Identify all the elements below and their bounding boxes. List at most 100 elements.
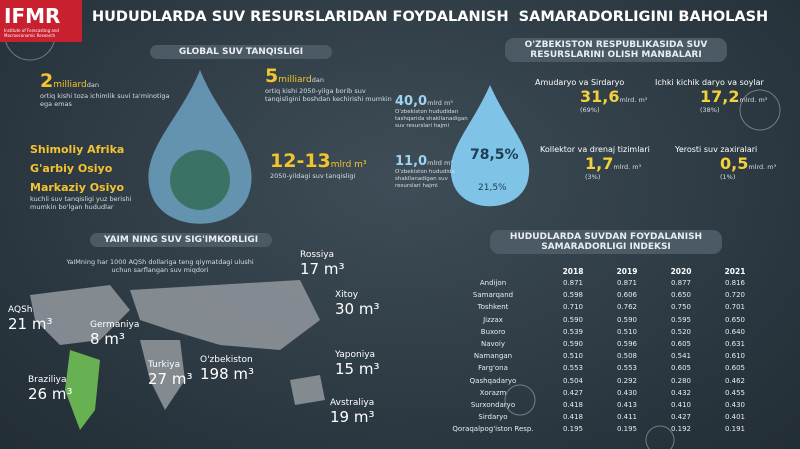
source-pct: (69%) xyxy=(580,106,600,114)
fact: 5milliarddan ortiq kishi 2050-yilga borib… xyxy=(265,65,395,103)
cell: 0.462 xyxy=(724,376,746,385)
cell: 0.710 xyxy=(562,303,584,312)
country-name: Yaponiya xyxy=(335,350,376,360)
cell: 0.650 xyxy=(724,315,746,324)
cell: 0.605 xyxy=(670,364,692,373)
cell: 0.504 xyxy=(562,376,584,385)
fact-text: 2050-yildagi suv tanqisligi xyxy=(270,172,356,180)
row-label: Namangan xyxy=(473,352,513,361)
country-name: O'zbekiston xyxy=(200,355,253,365)
cell: 0.427 xyxy=(562,388,584,397)
cell: 0.605 xyxy=(724,364,746,373)
cell: 0.520 xyxy=(670,327,692,336)
source-num: 1,7 xyxy=(585,154,614,173)
fact-unit: milliard xyxy=(278,75,312,85)
fact-unit: mlrd m³ xyxy=(427,99,453,107)
cell: 0.650 xyxy=(670,291,692,300)
cell: 0.455 xyxy=(724,388,746,397)
cell: 0.553 xyxy=(616,364,638,373)
section-title: HUDUDLARDA SUVDAN FOYDALANISH SAMARADORL… xyxy=(490,230,722,254)
country-name: Avstraliya xyxy=(330,398,375,408)
row-label: Farg'ona xyxy=(478,364,508,373)
source-pct: (38%) xyxy=(700,106,720,114)
header-cell xyxy=(440,266,546,277)
table-row: Andijon 0.871 0.871 0.877 0.816 xyxy=(440,277,762,289)
country: Xitoy 30 m³ xyxy=(335,290,379,318)
cell: 0.418 xyxy=(562,413,584,422)
fact-head: 12-13mlrd m³ xyxy=(270,150,380,172)
cell: 0.195 xyxy=(616,425,638,434)
country: Rossiya 17 m³ xyxy=(300,250,344,278)
cell: 0.720 xyxy=(724,291,746,300)
country-value: 15 m³ xyxy=(335,360,380,378)
source-value: 17,2mlrd. m³ xyxy=(655,87,775,106)
table-row: Buxoro 0.539 0.510 0.520 0.640 xyxy=(440,326,762,338)
fact-big: 12-13 xyxy=(270,150,331,172)
cell: 0.430 xyxy=(724,400,746,409)
table-row: Samarqand 0.598 0.606 0.650 0.720 xyxy=(440,289,762,301)
table-row: Sirdaryo 0.418 0.411 0.427 0.401 xyxy=(440,411,762,423)
cell: 0.816 xyxy=(724,279,746,288)
table-row: Qoraqalpog'iston Resp. 0.195 0.195 0.192 0.1… xyxy=(440,423,762,435)
share: 21,5% xyxy=(478,183,507,193)
country-name: Rossiya xyxy=(300,250,335,260)
cell: 0.427 xyxy=(670,413,692,422)
fact-head: Shimoliy Afrika G'arbiy Osiyo Markaziy O… xyxy=(30,138,150,195)
subtitle: YaIMning har 1000 AQSh dollariga teng qi… xyxy=(66,258,254,275)
fact-head: 5milliarddan xyxy=(265,65,395,87)
cell: 0.508 xyxy=(616,352,638,361)
fact: 2milliarddan ortiq kishi toza ichimlik su… xyxy=(40,70,180,108)
drop xyxy=(450,85,530,207)
source-num: 0,5 xyxy=(720,154,749,173)
table-row: Qashqadaryo 0.504 0.292 0.280 0.462 xyxy=(440,375,762,387)
fact-big: 5 xyxy=(265,65,279,87)
cell: 0.595 xyxy=(670,315,692,324)
country: Germaniya 8 m³ xyxy=(90,320,139,348)
fact-head: 11,0mlrd m³ xyxy=(395,150,475,169)
cell: 0.413 xyxy=(616,400,638,409)
cell: 0.539 xyxy=(562,327,584,336)
source-value: 1,7mlrd. m³ xyxy=(540,154,660,173)
header-cell: 2021 xyxy=(724,267,746,276)
country-value: 17 m³ xyxy=(300,260,345,278)
source-pct: (1%) xyxy=(720,173,736,181)
country-value: 8 m³ xyxy=(90,330,125,348)
table-row: Surxondaryo 0.418 0.413 0.410 0.430 xyxy=(440,399,762,411)
fact-big: 11,0 xyxy=(395,154,428,169)
cell: 0.871 xyxy=(616,279,638,288)
table-row: Xorazm 0.427 0.430 0.432 0.455 xyxy=(440,387,762,399)
country-value: 21 m³ xyxy=(8,315,53,333)
row-label: Qashqadaryo xyxy=(469,376,517,385)
cell: 0.590 xyxy=(616,315,638,324)
cell: 0.610 xyxy=(724,352,746,361)
fact-unit: dan xyxy=(311,76,325,84)
source-name: Amudaryo va Sirdaryo xyxy=(535,78,625,87)
country: Avstraliya 19 m³ xyxy=(330,398,374,426)
fact-text: O'zbekiston hududida shakllanadigan suv … xyxy=(395,169,455,189)
fact-text: kuchli suv tanqisligi yuz berishi mumkin… xyxy=(30,195,132,212)
cell: 0.192 xyxy=(670,425,692,434)
country: AQSh 21 m³ xyxy=(8,305,52,333)
row-label: Navoiy xyxy=(480,340,506,349)
cell: 0.401 xyxy=(724,413,746,422)
country-value: 198 m³ xyxy=(200,365,255,383)
country: Yaponiya 15 m³ xyxy=(335,350,379,378)
fact-text: ortiq kishi 2050-yilga borib suv tanqisl… xyxy=(265,87,392,104)
cell: 0.292 xyxy=(616,376,638,385)
cell: 0.871 xyxy=(562,279,584,288)
table-row: Namangan 0.510 0.508 0.541 0.610 xyxy=(440,350,762,362)
fact-unit: milliard xyxy=(53,80,87,90)
country-name: Germaniya xyxy=(90,320,140,330)
header-cell: 2019 xyxy=(616,267,638,276)
source: Kollektor va drenaj tizimlari 1,7mlrd. m³… xyxy=(540,145,660,181)
fact-big: 2 xyxy=(40,70,54,92)
source: Amudaryo va Sirdaryo 31,6mlrd. m³ (69%) xyxy=(535,78,655,114)
fact: Shimoliy Afrika G'arbiy Osiyo Markaziy O… xyxy=(30,138,150,211)
cell: 0.701 xyxy=(724,303,746,312)
country-value: 30 m³ xyxy=(335,300,380,318)
cell: 0.510 xyxy=(616,327,638,336)
country-name: Braziliya xyxy=(28,375,67,385)
row-label: Jizzax xyxy=(483,315,503,324)
